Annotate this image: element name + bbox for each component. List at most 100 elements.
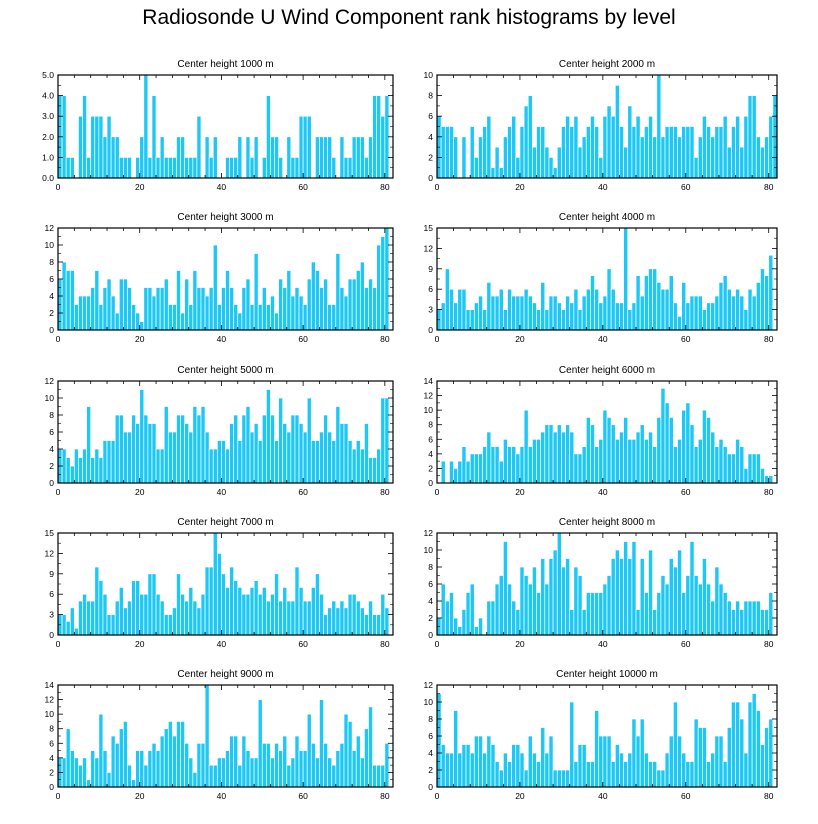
- histogram-bar: [290, 295, 296, 331]
- histogram-bar: [735, 115, 741, 179]
- histogram-bar: [469, 583, 475, 636]
- histogram-bar: [453, 468, 459, 484]
- histogram-bar: [82, 295, 87, 331]
- histogram-bar: [449, 460, 454, 484]
- histogram-bar: [751, 453, 757, 484]
- histogram-bar: [523, 105, 529, 179]
- histogram-bar: [540, 126, 546, 179]
- histogram-bar: [229, 423, 235, 484]
- histogram-bar: [184, 742, 190, 788]
- histogram-bar: [573, 453, 579, 484]
- y-tick-label: 8: [49, 724, 54, 734]
- histogram-bar: [623, 227, 629, 331]
- histogram-bar: [127, 287, 132, 331]
- y-tick-label: 3: [428, 305, 433, 315]
- histogram-bar: [706, 583, 712, 636]
- histogram-bar: [731, 295, 736, 331]
- histogram-bar: [726, 600, 732, 636]
- histogram-bar: [482, 309, 488, 331]
- histogram-bar: [672, 701, 678, 788]
- histogram-bar: [573, 288, 579, 331]
- histogram-bar: [241, 735, 247, 788]
- histogram-bar: [693, 446, 699, 484]
- histogram-bar: [482, 752, 488, 788]
- histogram-bar: [486, 600, 492, 636]
- histogram-bar: [306, 115, 312, 179]
- histogram-bar: [490, 446, 496, 484]
- histogram-bar: [689, 761, 695, 788]
- histogram-bar: [768, 254, 774, 331]
- histogram-bar: [561, 566, 566, 636]
- panel-title: Center height 2000 m: [559, 59, 655, 70]
- histogram-bar: [266, 600, 271, 636]
- histogram-bar: [556, 769, 562, 788]
- histogram-bar: [652, 761, 658, 788]
- histogram-bar: [343, 713, 349, 788]
- histogram-bar: [743, 752, 749, 788]
- histogram-bar: [631, 438, 637, 484]
- histogram-bar: [339, 136, 345, 179]
- histogram-bar: [469, 453, 475, 484]
- histogram-bar: [693, 575, 699, 636]
- histogram-bar: [245, 406, 251, 484]
- histogram-bar: [548, 157, 554, 179]
- histogram-bar: [710, 136, 716, 179]
- y-tick-label: 6: [49, 738, 54, 748]
- histogram-bar: [86, 600, 92, 636]
- histogram-bar: [656, 282, 662, 331]
- histogram-bar: [65, 157, 71, 179]
- x-tick-label: 80: [764, 791, 774, 801]
- y-tick-label: 0: [428, 630, 433, 640]
- histogram-bar: [351, 448, 357, 484]
- histogram-bar: [245, 136, 251, 179]
- histogram-bar: [253, 580, 259, 636]
- histogram-bar: [151, 95, 157, 179]
- histogram-bar: [131, 779, 136, 788]
- histogram-bar: [689, 424, 695, 484]
- histogram-bar: [106, 115, 112, 179]
- histogram-bar: [755, 600, 761, 636]
- histogram-bar: [602, 409, 608, 484]
- histogram-bar: [106, 614, 112, 636]
- histogram-bar: [192, 406, 198, 484]
- histogram-bar: [323, 742, 328, 788]
- histogram-bar: [127, 157, 132, 179]
- y-tick-label: 1.0: [42, 152, 54, 162]
- histogram-bar: [502, 438, 508, 484]
- histogram-bar: [372, 457, 378, 484]
- histogram-bar: [747, 600, 753, 636]
- histogram-bar: [726, 288, 732, 331]
- x-tick-label: 40: [598, 639, 608, 649]
- histogram-bar: [523, 409, 529, 484]
- histogram-bar: [731, 609, 736, 636]
- histogram-bar: [147, 750, 153, 788]
- histogram-bar: [143, 74, 149, 179]
- histogram-bar: [760, 268, 765, 331]
- histogram-bar: [118, 278, 124, 331]
- histogram-bar: [652, 609, 658, 636]
- y-tick-label: 8: [428, 420, 433, 430]
- histogram-bar: [751, 295, 757, 331]
- histogram-bar: [380, 115, 386, 179]
- histogram-bar: [706, 302, 712, 331]
- histogram-bar: [689, 126, 695, 179]
- y-tick-label: 3: [49, 610, 54, 620]
- histogram-bar: [102, 136, 108, 179]
- histogram-bar: [86, 779, 92, 788]
- histogram-bar: [306, 713, 312, 788]
- histogram-bar: [490, 295, 496, 331]
- histogram-bar: [90, 115, 96, 179]
- histogram-bar: [331, 764, 337, 788]
- histogram-bar: [176, 573, 181, 636]
- histogram-bar: [631, 302, 637, 331]
- histogram-bar: [302, 115, 308, 179]
- histogram-bar: [532, 438, 537, 484]
- histogram-bar: [196, 287, 202, 331]
- histogram-bar: [606, 735, 612, 788]
- histogram-bar: [585, 761, 591, 788]
- histogram-bar: [110, 735, 116, 788]
- panel-title: Center height 10000 m: [556, 669, 658, 680]
- histogram-bar: [131, 580, 136, 636]
- histogram-bar: [594, 710, 600, 788]
- histogram-bar: [523, 288, 529, 331]
